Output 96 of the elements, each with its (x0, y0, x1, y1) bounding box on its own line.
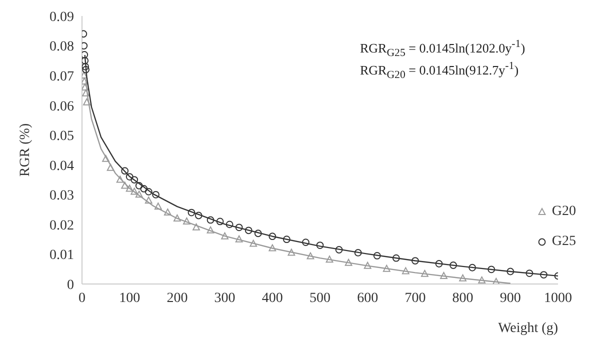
point (364, 262, 372, 269)
x-tick-label: 600 (357, 290, 378, 306)
legend-label: G25 (550, 234, 576, 250)
point (121, 182, 129, 189)
point (488, 266, 496, 274)
y-tick-label: 0.06 (50, 99, 74, 114)
x-tick-label: 0 (78, 290, 86, 306)
y-tick-label: 0.05 (50, 129, 74, 144)
point (135, 182, 143, 190)
point (140, 185, 148, 192)
point (354, 249, 362, 256)
point (478, 276, 486, 284)
point (506, 268, 514, 276)
point (440, 272, 448, 279)
point (102, 154, 110, 162)
x-tick-label: 400 (262, 290, 283, 306)
x-tick-label: 500 (310, 290, 330, 306)
point (82, 83, 89, 90)
point (402, 267, 410, 274)
point (206, 226, 214, 234)
point (206, 216, 214, 224)
point (82, 89, 90, 96)
point (421, 270, 428, 277)
point (450, 262, 457, 269)
point (144, 188, 152, 196)
point (144, 196, 152, 204)
point (82, 62, 90, 70)
point (250, 240, 258, 247)
y-tick-label: 0.04 (50, 158, 74, 174)
x-tick-label: 700 (404, 290, 426, 306)
annotation: RGR$_{G25}$ = 0.0145ln(1202.0y$^{-1}$) (360, 38, 526, 59)
point (373, 252, 381, 260)
point (130, 188, 138, 195)
point (221, 232, 228, 240)
point (306, 252, 314, 260)
point (412, 257, 419, 264)
point (121, 167, 129, 175)
point (216, 218, 224, 226)
y-tick-label: 0.02 (50, 218, 74, 234)
point (392, 254, 400, 262)
point (254, 230, 262, 238)
point (540, 271, 548, 278)
point (268, 244, 276, 252)
x-tick-label: 100 (119, 290, 140, 306)
y-tick-label: 0.01 (50, 248, 74, 264)
y-tick-label: 0 (67, 278, 74, 293)
point (326, 256, 334, 263)
point (116, 176, 124, 183)
point (459, 274, 466, 282)
y-tick-label: 0.08 (50, 40, 74, 55)
point (268, 232, 276, 240)
x-tick-label: 800 (452, 290, 474, 306)
point (235, 235, 243, 242)
point (164, 208, 172, 216)
legend-label: G20 (550, 204, 576, 220)
point (82, 51, 88, 58)
point (435, 260, 443, 268)
point (192, 223, 200, 230)
point (235, 224, 243, 232)
point (183, 217, 190, 224)
y-tick-label: 0.03 (50, 188, 74, 204)
annotation: RGR$_{G20}$ = 0.0145ln(912.7y$^{-1}$) (360, 60, 519, 81)
point (282, 236, 290, 244)
point (126, 173, 134, 180)
point (244, 226, 252, 234)
point (130, 176, 138, 184)
point (106, 164, 114, 171)
y-tick-label: 0.09 (50, 10, 74, 25)
point (492, 278, 500, 284)
point (526, 270, 534, 277)
point (82, 66, 90, 74)
point (335, 246, 343, 254)
point (154, 202, 162, 210)
x-tick-label: 200 (166, 290, 188, 306)
point (468, 264, 476, 272)
x-tick-label: 300 (214, 290, 236, 306)
point (194, 212, 202, 220)
point (135, 190, 143, 198)
x-axis-title: Weight (g) (498, 321, 558, 336)
point (188, 208, 196, 216)
point (82, 78, 88, 85)
point (288, 248, 296, 256)
y-tick-label: 0.07 (50, 70, 74, 85)
x-tick-label: 1000 (544, 290, 572, 306)
point (152, 190, 160, 198)
x-tick-label: 900 (500, 290, 521, 306)
point (382, 264, 390, 272)
point (82, 56, 89, 64)
point (83, 98, 90, 106)
point (126, 184, 134, 192)
point (174, 214, 181, 222)
point (344, 258, 352, 266)
y-axis-title: RGR (%) (18, 123, 33, 177)
point (316, 242, 324, 249)
point (302, 238, 310, 246)
point (226, 220, 234, 228)
